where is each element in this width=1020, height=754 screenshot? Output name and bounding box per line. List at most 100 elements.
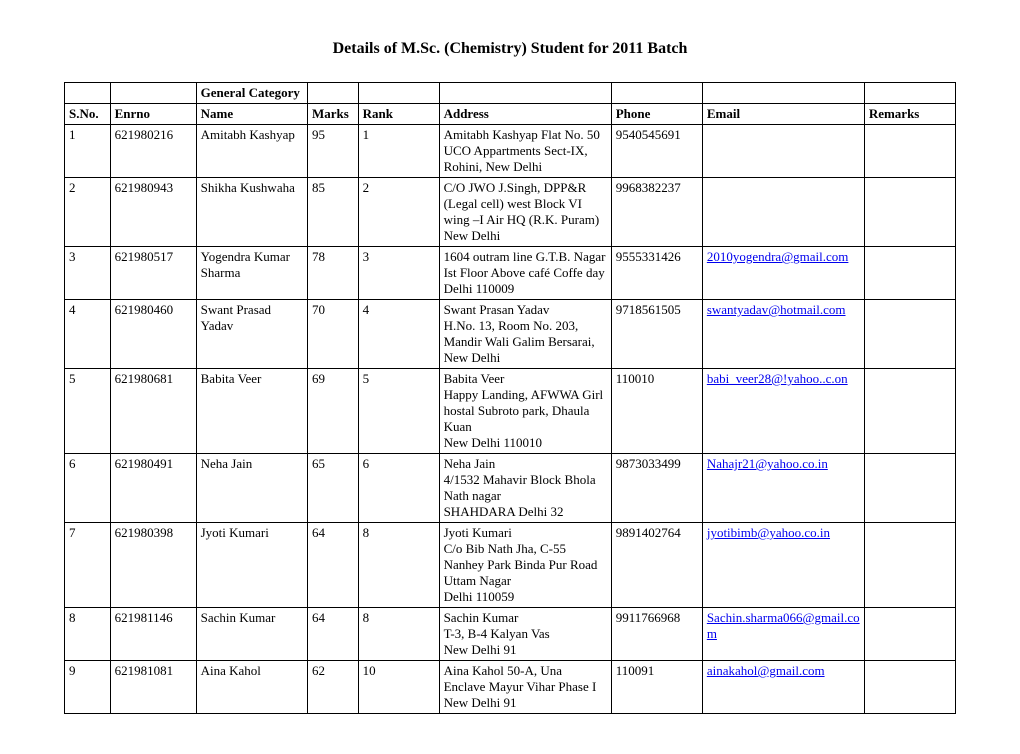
email-link[interactable]: babi_veer28@!yahoo..c.on xyxy=(707,371,848,386)
cell-phone: 110010 xyxy=(611,369,702,454)
cell-address: Jyoti KumariC/o Bib Nath Jha, C-55 Nanhe… xyxy=(439,523,611,608)
email-link[interactable]: swantyadav@hotmail.com xyxy=(707,302,846,317)
cell-phone: 9540545691 xyxy=(611,125,702,178)
address-line: Jyoti Kumari xyxy=(444,525,607,541)
col-header-sno: S.No. xyxy=(65,104,111,125)
cell-remarks xyxy=(864,608,955,661)
cell-enrno: 621980398 xyxy=(110,523,196,608)
address-line: 4/1532 Mahavir Block Bhola Nath nagar xyxy=(444,472,607,504)
col-header-marks: Marks xyxy=(307,104,358,125)
cell-marks: 78 xyxy=(307,247,358,300)
address-line: Amitabh Kashyap Flat No. 50 xyxy=(444,127,607,143)
cell-email: ainakahol@gmail.com xyxy=(702,661,864,714)
table-row: 5621980681Babita Veer695Babita VeerHappy… xyxy=(65,369,956,454)
cell-email: Sachin.sharma066@gmail.com xyxy=(702,608,864,661)
address-line: Neha Jain xyxy=(444,456,607,472)
cell-sno: 4 xyxy=(65,300,111,369)
category-label: General Category xyxy=(196,83,307,104)
table-row: 8621981146Sachin Kumar648Sachin KumarT-3… xyxy=(65,608,956,661)
cell-address: Neha Jain4/1532 Mahavir Block Bhola Nath… xyxy=(439,454,611,523)
cell-enrno: 621980517 xyxy=(110,247,196,300)
cell-enrno: 621980460 xyxy=(110,300,196,369)
cell-name: Babita Veer xyxy=(196,369,307,454)
cell-enrno: 621980681 xyxy=(110,369,196,454)
header-row: S.No. Enrno Name Marks Rank Address Phon… xyxy=(65,104,956,125)
address-line: Sachin Kumar xyxy=(444,610,607,626)
cell-name: Aina Kahol xyxy=(196,661,307,714)
cell-remarks xyxy=(864,247,955,300)
cell-marks: 69 xyxy=(307,369,358,454)
email-link[interactable]: Sachin.sharma066@gmail.com xyxy=(707,610,860,641)
cell-rank: 10 xyxy=(358,661,439,714)
address-line: Aina Kahol 50-A, Una Enclave Mayur Vihar… xyxy=(444,663,607,711)
cell-remarks xyxy=(864,454,955,523)
cell-phone: 9911766968 xyxy=(611,608,702,661)
empty-cell xyxy=(307,83,358,104)
cell-rank: 4 xyxy=(358,300,439,369)
cell-sno: 6 xyxy=(65,454,111,523)
address-line: Delhi 110059 xyxy=(444,589,607,605)
cell-marks: 85 xyxy=(307,178,358,247)
cell-phone: 110091 xyxy=(611,661,702,714)
cell-remarks xyxy=(864,369,955,454)
cell-name: Yogendra Kumar Sharma xyxy=(196,247,307,300)
col-header-address: Address xyxy=(439,104,611,125)
address-line: SHAHDARA Delhi 32 xyxy=(444,504,607,520)
cell-name: Shikha Kushwaha xyxy=(196,178,307,247)
cell-rank: 8 xyxy=(358,523,439,608)
empty-cell xyxy=(864,83,955,104)
empty-cell xyxy=(110,83,196,104)
cell-address: Sachin KumarT-3, B-4 Kalyan VasNew Delhi… xyxy=(439,608,611,661)
cell-enrno: 621980491 xyxy=(110,454,196,523)
email-link[interactable]: Nahajr21@yahoo.co.in xyxy=(707,456,828,471)
cell-address: Swant Prasan YadavH.No. 13, Room No. 203… xyxy=(439,300,611,369)
cell-remarks xyxy=(864,178,955,247)
cell-name: Swant Prasad Yadav xyxy=(196,300,307,369)
cell-email xyxy=(702,125,864,178)
address-line: New Delhi 110010 xyxy=(444,435,607,451)
cell-sno: 8 xyxy=(65,608,111,661)
empty-cell xyxy=(611,83,702,104)
page-title: Details of M.Sc. (Chemistry) Student for… xyxy=(64,40,956,58)
email-link[interactable]: jyotibimb@yahoo.co.in xyxy=(707,525,830,540)
empty-cell xyxy=(439,83,611,104)
table-row: 9621981081Aina Kahol6210Aina Kahol 50-A,… xyxy=(65,661,956,714)
col-header-email: Email xyxy=(702,104,864,125)
cell-enrno: 621980943 xyxy=(110,178,196,247)
col-header-name: Name xyxy=(196,104,307,125)
cell-sno: 1 xyxy=(65,125,111,178)
cell-phone: 9718561505 xyxy=(611,300,702,369)
cell-marks: 64 xyxy=(307,523,358,608)
address-line: Swant Prasan Yadav xyxy=(444,302,607,318)
col-header-phone: Phone xyxy=(611,104,702,125)
cell-rank: 5 xyxy=(358,369,439,454)
cell-address: Babita VeerHappy Landing, AFWWA Girl hos… xyxy=(439,369,611,454)
empty-cell xyxy=(702,83,864,104)
address-line: H.No. 13, Room No. 203, Mandir Wali Gali… xyxy=(444,318,607,366)
cell-rank: 8 xyxy=(358,608,439,661)
cell-address: Amitabh Kashyap Flat No. 50UCO Appartmen… xyxy=(439,125,611,178)
cell-sno: 2 xyxy=(65,178,111,247)
empty-cell xyxy=(358,83,439,104)
cell-email: babi_veer28@!yahoo..c.on xyxy=(702,369,864,454)
cell-phone: 9968382237 xyxy=(611,178,702,247)
cell-phone: 9873033499 xyxy=(611,454,702,523)
email-link[interactable]: ainakahol@gmail.com xyxy=(707,663,825,678)
col-header-remarks: Remarks xyxy=(864,104,955,125)
category-row: General Category xyxy=(65,83,956,104)
col-header-enrno: Enrno xyxy=(110,104,196,125)
cell-sno: 7 xyxy=(65,523,111,608)
cell-remarks xyxy=(864,300,955,369)
cell-email: Nahajr21@yahoo.co.in xyxy=(702,454,864,523)
cell-marks: 64 xyxy=(307,608,358,661)
email-link[interactable]: 2010yogendra@gmail.com xyxy=(707,249,849,264)
cell-marks: 70 xyxy=(307,300,358,369)
cell-rank: 2 xyxy=(358,178,439,247)
cell-enrno: 621981081 xyxy=(110,661,196,714)
table-row: 2621980943Shikha Kushwaha852C/O JWO J.Si… xyxy=(65,178,956,247)
address-line: C/o Bib Nath Jha, C-55 Nanhey Park Binda… xyxy=(444,541,607,589)
cell-enrno: 621981146 xyxy=(110,608,196,661)
cell-address: C/O JWO J.Singh, DPP&R (Legal cell) west… xyxy=(439,178,611,247)
address-line: UCO Appartments Sect-IX, Rohini, New Del… xyxy=(444,143,607,175)
table-row: 1621980216Amitabh Kashyap951Amitabh Kash… xyxy=(65,125,956,178)
